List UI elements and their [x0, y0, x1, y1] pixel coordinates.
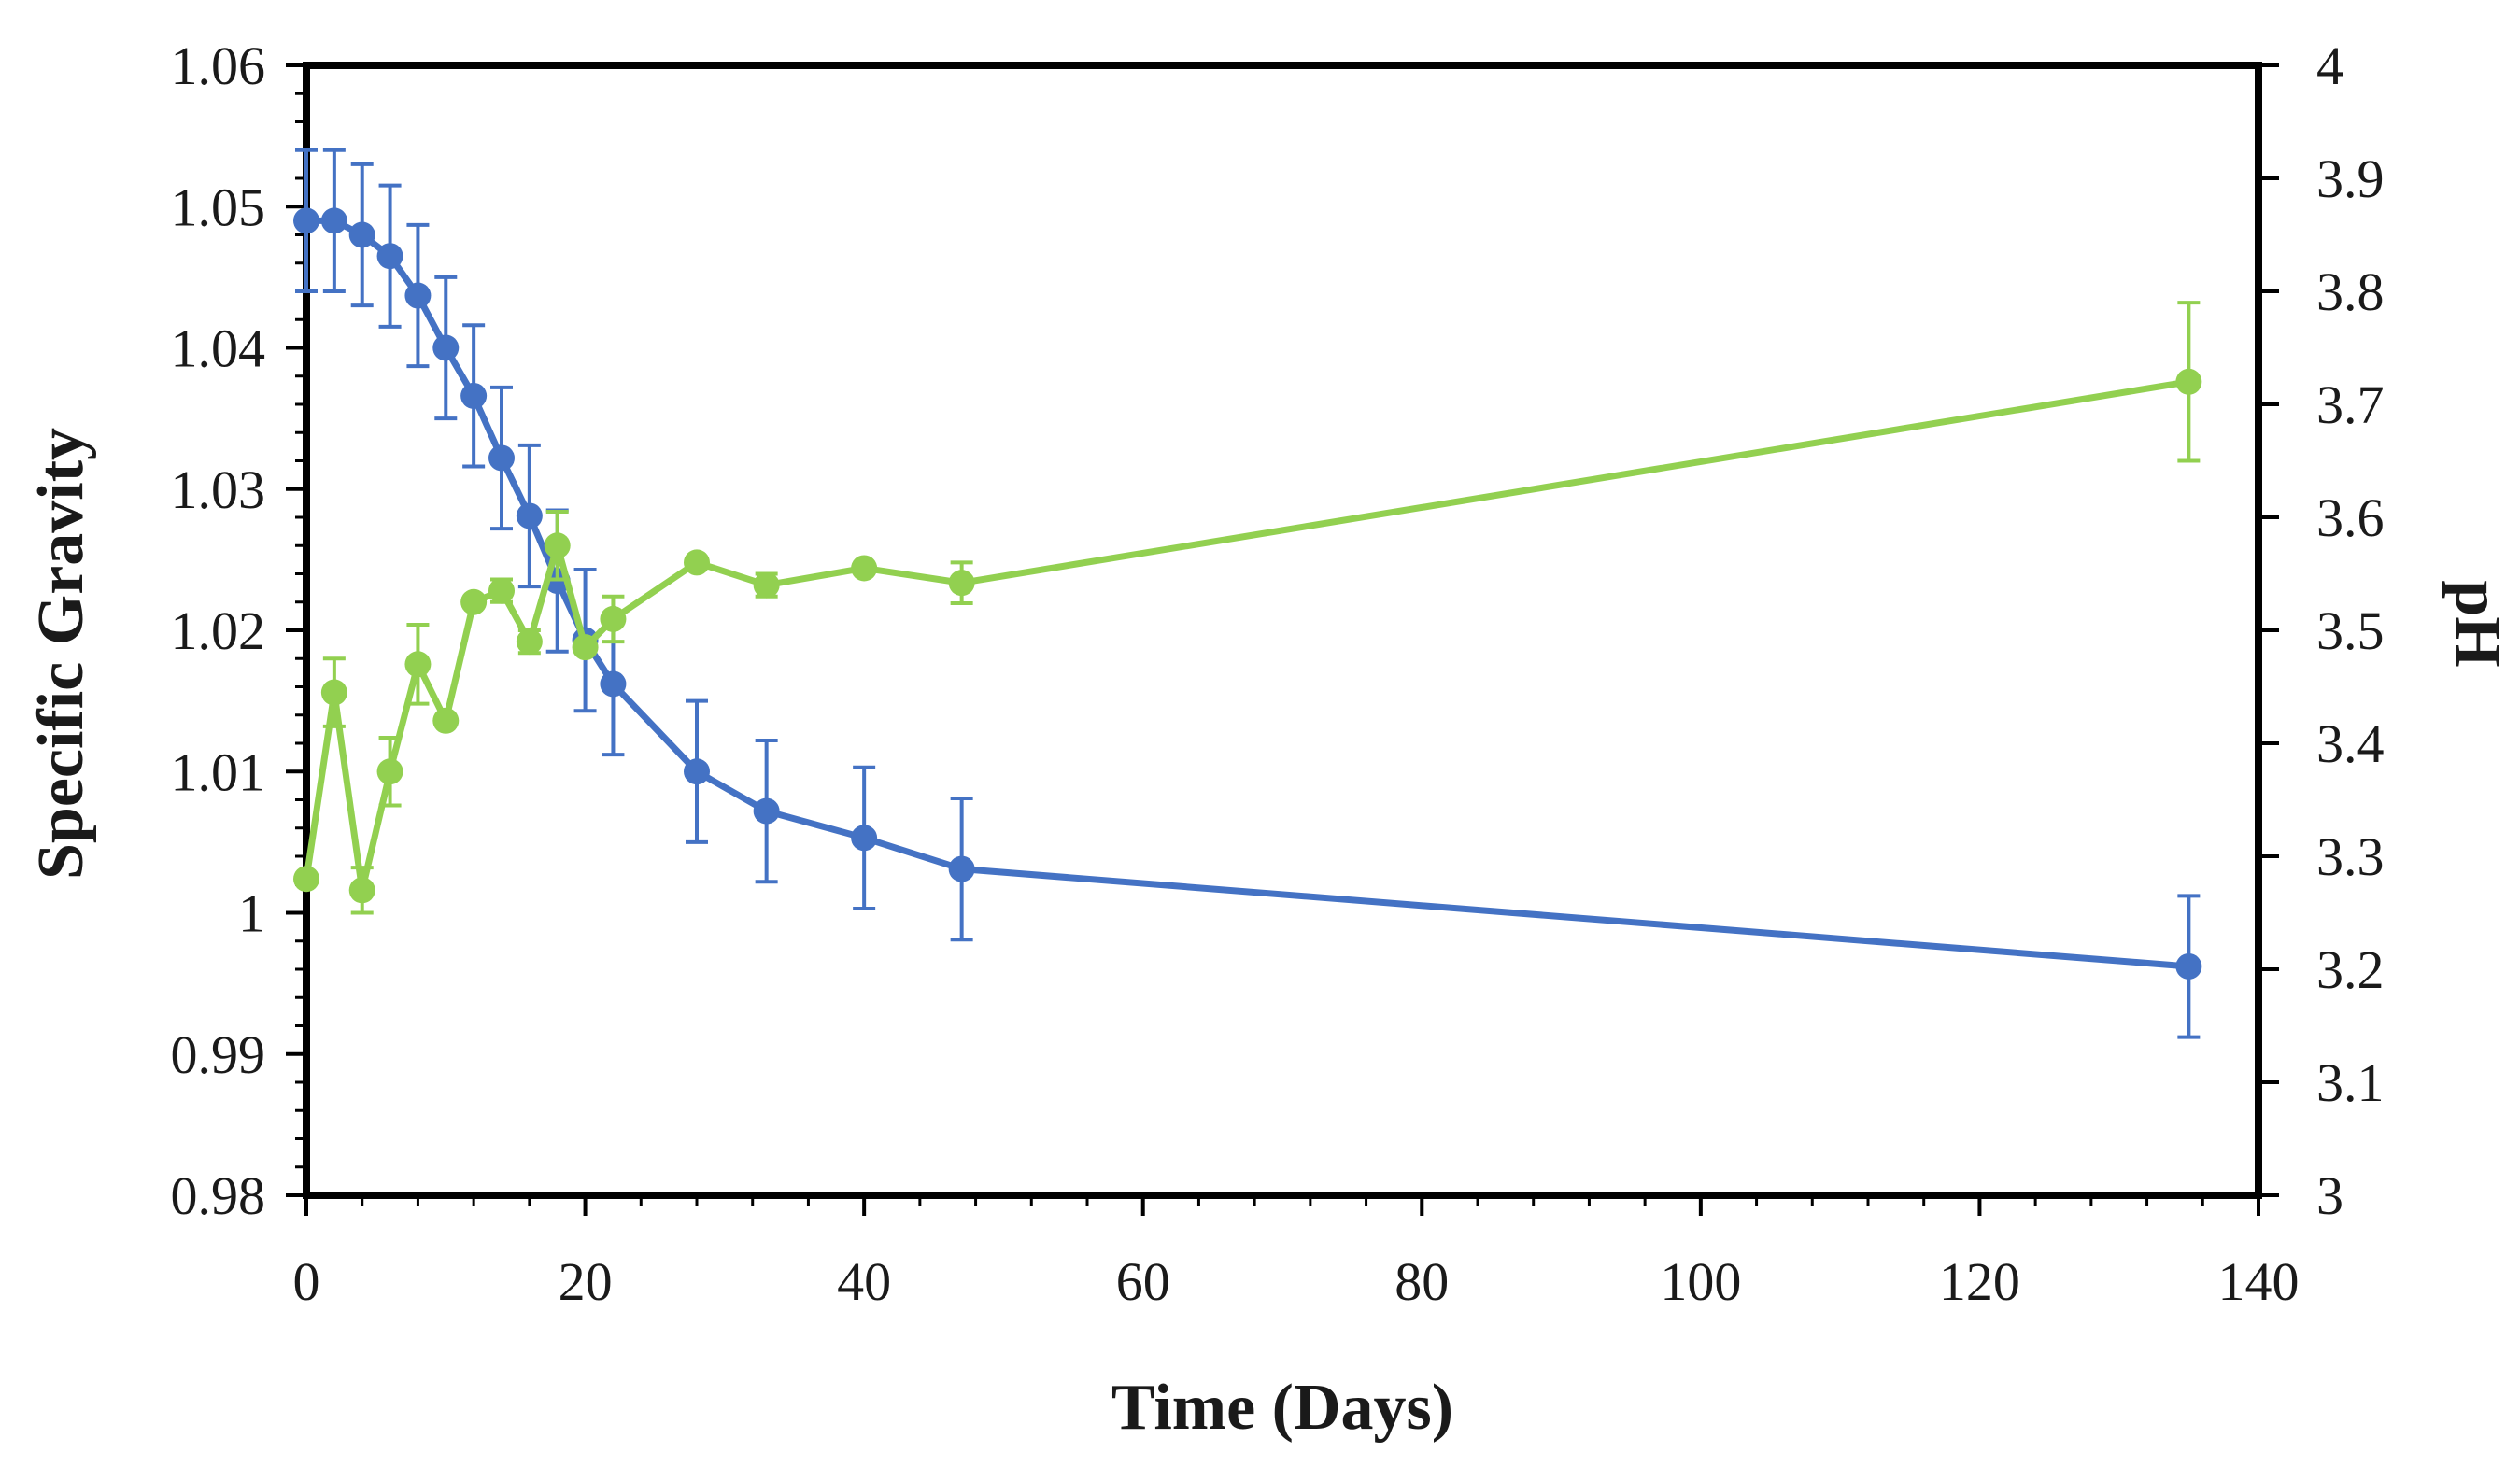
data-point — [2175, 368, 2202, 395]
y2-tick-label: 3.6 — [2316, 487, 2385, 548]
series-2 — [293, 301, 2202, 915]
series-layer — [293, 148, 2202, 1039]
data-point — [753, 797, 780, 825]
y-tick-label: 0.98 — [171, 1165, 266, 1226]
x-tick-label: 60 — [1116, 1251, 1170, 1312]
data-point — [753, 571, 780, 599]
y-tick-label: 1.01 — [171, 741, 266, 802]
x-tick-label: 100 — [1660, 1251, 1741, 1312]
data-point — [376, 758, 403, 785]
data-point — [572, 634, 599, 661]
data-point — [516, 628, 543, 656]
x-tick-label: 0 — [293, 1251, 320, 1312]
y-tick-label: 1.04 — [171, 318, 266, 379]
data-point — [376, 243, 403, 270]
x-tick-label: 120 — [1939, 1251, 2020, 1312]
y2-tick-label: 3.5 — [2316, 600, 2385, 661]
data-point — [544, 532, 571, 559]
data-point — [2175, 952, 2202, 980]
y2-tick-label: 3.7 — [2316, 374, 2385, 435]
y2-tick-label: 3 — [2316, 1165, 2343, 1226]
data-point — [404, 651, 432, 678]
data-point — [488, 577, 515, 604]
y2-tick-label: 3.8 — [2316, 261, 2385, 322]
data-point — [348, 877, 375, 904]
data-point — [488, 444, 515, 472]
y2-tick-label: 3.4 — [2316, 713, 2385, 774]
x-tick-label: 20 — [559, 1251, 613, 1312]
x-tick-label: 80 — [1394, 1251, 1449, 1312]
data-point — [460, 382, 488, 409]
y-tick-label: 1.06 — [171, 35, 266, 96]
y-axis-title: Specific Gravity — [25, 428, 97, 880]
y2-tick-label: 3.9 — [2316, 148, 2385, 209]
series-1 — [293, 148, 2202, 1039]
y2-tick-label: 3.1 — [2316, 1052, 2385, 1113]
y2-tick-label: 3.3 — [2316, 826, 2385, 887]
data-point — [684, 758, 710, 785]
data-point — [460, 588, 488, 615]
data-point — [320, 207, 347, 234]
data-point — [600, 605, 627, 632]
y-tick-label: 0.99 — [171, 1024, 266, 1085]
data-point — [948, 855, 975, 882]
data-point — [600, 670, 627, 698]
y2-tick-label: 3.2 — [2316, 939, 2385, 1000]
y-tick-label: 1.05 — [171, 176, 266, 237]
data-point — [348, 221, 375, 248]
y2-tick-label: 4 — [2316, 35, 2343, 96]
data-point — [948, 570, 975, 597]
y-tick-label: 1.02 — [171, 600, 266, 661]
y2-axis-title: pH — [2442, 580, 2513, 667]
y-tick-label: 1 — [238, 883, 265, 944]
data-point — [516, 502, 543, 529]
series-1-line — [303, 217, 2192, 970]
y-tick-label: 1.03 — [171, 459, 266, 520]
data-point — [404, 282, 432, 309]
x-axis-title: Time (Days) — [1111, 1372, 1453, 1444]
data-point — [432, 707, 460, 734]
data-point — [432, 334, 460, 361]
data-point — [320, 679, 347, 706]
data-point — [293, 866, 319, 893]
ticks-layer: 0 20 40 60 80 100 120 140 0.98 0.99 1 1.01 1.02 1.03 1… — [171, 35, 2385, 1312]
x-tick-label: 40 — [837, 1251, 891, 1312]
data-point — [851, 555, 878, 582]
x-tick-label: 140 — [2218, 1251, 2300, 1312]
data-point — [684, 549, 710, 576]
data-point — [851, 825, 878, 852]
data-point — [293, 207, 319, 234]
